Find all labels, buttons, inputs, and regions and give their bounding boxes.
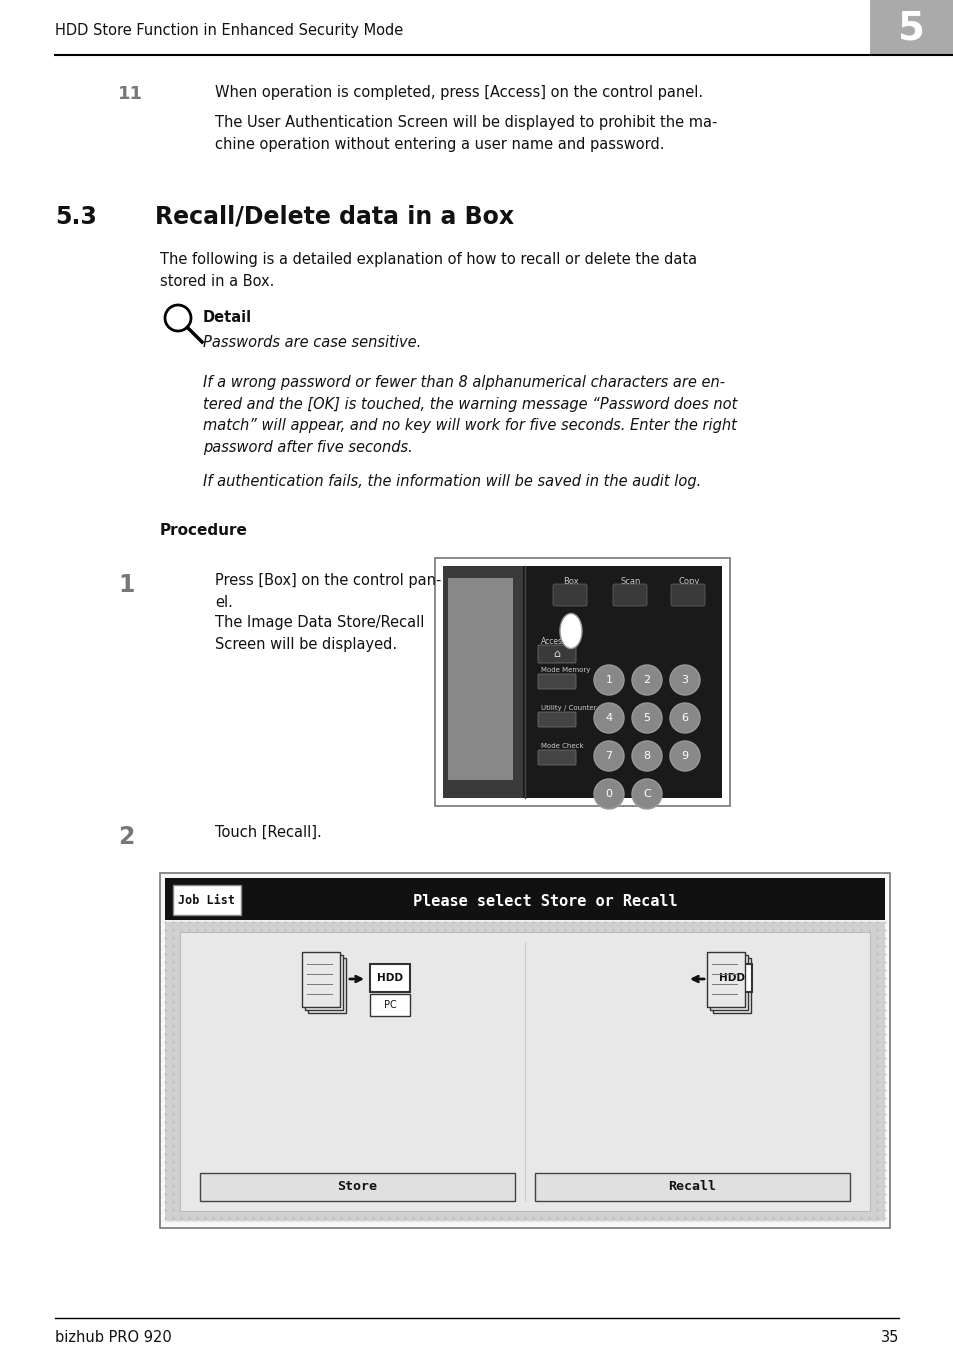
Text: Access: Access (540, 638, 566, 646)
Bar (308, 959, 346, 1013)
Circle shape (594, 665, 623, 695)
Bar (302, 952, 339, 1007)
Circle shape (631, 741, 661, 771)
Bar (172, 886, 241, 915)
Text: If authentication fails, the information will be saved in the audit log.: If authentication fails, the information… (203, 475, 700, 489)
Text: Mode Check: Mode Check (540, 744, 583, 749)
Text: Box: Box (562, 577, 578, 587)
Bar (160, 873, 889, 1228)
Bar (165, 922, 884, 1221)
Circle shape (594, 703, 623, 733)
Bar (370, 964, 410, 992)
Bar (180, 932, 869, 1211)
FancyBboxPatch shape (537, 750, 576, 765)
Bar (442, 566, 721, 798)
Text: 3: 3 (680, 675, 688, 685)
Text: Procedure: Procedure (160, 523, 248, 538)
Bar (435, 558, 729, 806)
FancyBboxPatch shape (537, 713, 576, 727)
Text: HDD: HDD (719, 973, 744, 983)
Circle shape (669, 741, 700, 771)
Text: HDD Store Function in Enhanced Security Mode: HDD Store Function in Enhanced Security … (55, 23, 403, 38)
Text: Utility / Counter: Utility / Counter (540, 704, 596, 711)
Bar (712, 959, 750, 1013)
Text: If a wrong password or fewer than 8 alphanumerical characters are en-
tered and : If a wrong password or fewer than 8 alph… (203, 375, 737, 454)
Text: Job List: Job List (178, 895, 235, 907)
Text: Store: Store (337, 1180, 377, 1194)
Circle shape (631, 703, 661, 733)
Text: Please select Store or Recall: Please select Store or Recall (413, 894, 677, 909)
Text: Passwords are case sensitive.: Passwords are case sensitive. (203, 335, 421, 350)
Ellipse shape (559, 614, 581, 649)
Text: bizhub PRO 920: bizhub PRO 920 (55, 1330, 172, 1345)
Bar (442, 566, 522, 798)
Bar (370, 994, 410, 1015)
Bar (200, 1174, 515, 1201)
Bar (305, 955, 343, 1010)
Text: Detail: Detail (203, 310, 252, 324)
FancyBboxPatch shape (537, 675, 576, 690)
Text: HDD: HDD (376, 973, 402, 983)
Text: PC: PC (383, 1000, 395, 1010)
Text: 4: 4 (605, 713, 612, 723)
Circle shape (669, 665, 700, 695)
Text: C: C (642, 790, 650, 799)
Circle shape (631, 779, 661, 808)
Bar (165, 877, 884, 1224)
Bar (535, 1174, 849, 1201)
FancyBboxPatch shape (537, 645, 576, 662)
Text: 1: 1 (118, 573, 134, 598)
Circle shape (631, 665, 661, 695)
Text: Recall: Recall (668, 1180, 716, 1194)
Text: 2: 2 (642, 675, 650, 685)
FancyBboxPatch shape (670, 584, 704, 606)
Text: 9: 9 (680, 750, 688, 761)
Text: Touch [Recall].: Touch [Recall]. (214, 825, 321, 840)
Text: The Image Data Store/Recall
Screen will be displayed.: The Image Data Store/Recall Screen will … (214, 615, 424, 652)
FancyBboxPatch shape (613, 584, 646, 606)
Bar (869, 0, 953, 55)
Bar (165, 877, 884, 919)
Text: 11: 11 (118, 85, 143, 103)
Text: 2: 2 (118, 825, 134, 849)
Bar (711, 964, 751, 992)
Text: 5.3: 5.3 (55, 206, 97, 228)
Bar (706, 952, 744, 1007)
Text: Copy: Copy (678, 577, 699, 587)
Text: 6: 6 (680, 713, 688, 723)
FancyBboxPatch shape (553, 584, 586, 606)
Text: 35: 35 (880, 1330, 898, 1345)
Text: Scan: Scan (620, 577, 640, 587)
Text: 1: 1 (605, 675, 612, 685)
Text: 5: 5 (643, 713, 650, 723)
Text: Press [Box] on the control pan-
el.: Press [Box] on the control pan- el. (214, 573, 441, 610)
Text: The following is a detailed explanation of how to recall or delete the data
stor: The following is a detailed explanation … (160, 251, 697, 289)
Bar (709, 955, 747, 1010)
Circle shape (594, 741, 623, 771)
Text: 0: 0 (605, 790, 612, 799)
Text: When operation is completed, press [Access] on the control panel.: When operation is completed, press [Acce… (214, 85, 702, 100)
Text: 5: 5 (898, 9, 924, 47)
Circle shape (594, 779, 623, 808)
Text: Recall/Delete data in a Box: Recall/Delete data in a Box (154, 206, 514, 228)
Text: 7: 7 (605, 750, 612, 761)
Circle shape (669, 703, 700, 733)
Text: Mode Memory: Mode Memory (540, 667, 590, 673)
Text: The User Authentication Screen will be displayed to prohibit the ma-
chine opera: The User Authentication Screen will be d… (214, 115, 717, 151)
Text: ⌂: ⌂ (553, 649, 560, 658)
Text: 8: 8 (642, 750, 650, 761)
Bar (448, 579, 513, 780)
